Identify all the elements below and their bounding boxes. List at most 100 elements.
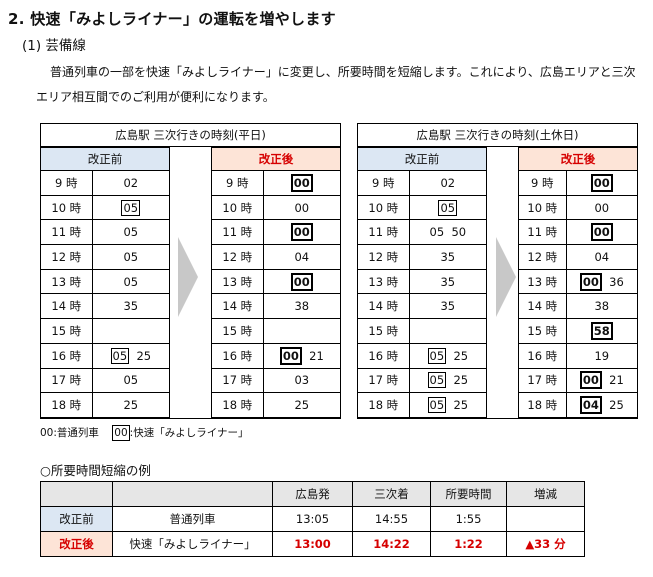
timetable-row: 15 時: [40, 318, 171, 344]
minutes-cell: 04: [262, 244, 342, 270]
hour-cell: 9 時: [357, 170, 410, 196]
local-departure-minute: 03: [294, 373, 310, 388]
hour-cell: 13 時: [40, 268, 93, 295]
comparison-header-cell: [112, 481, 273, 507]
weekday-before-table: 改正前 9 時 02 10 時 05 11 時 05 12 時 05 13 時 05 14 時 35 1…: [40, 147, 171, 418]
local-departure-minute: 35: [440, 249, 456, 264]
minutes-cell: 05: [91, 367, 171, 394]
hour-cell: 13 時: [357, 268, 410, 295]
local-departure-minute: 35: [440, 274, 456, 289]
local-departure-minute: 02: [123, 175, 139, 190]
timetable-row: 18 時 25: [211, 392, 342, 418]
hour-cell: 17 時: [211, 367, 264, 394]
holiday-after-table: 改正後 9 時 00 10 時 00 11 時 00 12 時 04 13 時 00 36 14 時…: [518, 147, 639, 418]
minutes-cell: 05: [91, 219, 171, 246]
hour-cell: 9 時: [518, 170, 567, 196]
minutes-cell: 04 25: [565, 392, 639, 418]
holiday-title: 広島駅 三次行きの時刻(土休日): [357, 123, 638, 147]
hour-cell: 11 時: [357, 219, 410, 246]
minutes-cell: 05 25: [408, 392, 488, 418]
legend-rapid-text: :快速「みよしライナー」: [129, 427, 249, 439]
rapid-departure-minute: 05: [438, 199, 458, 216]
comparison-row-before: 改正前 普通列車 13:05 14:55 1:55: [40, 506, 585, 532]
weekday-after-label: 改正後: [211, 147, 341, 171]
rapid-departure-minute: 00: [290, 223, 313, 242]
timetable-row: 18 時 25: [40, 392, 171, 418]
comparison-header-cell: 増減: [506, 481, 585, 507]
timetable-row: 9 時 02: [40, 170, 171, 196]
local-departure-minute: 50: [451, 225, 467, 240]
local-departure-minute: 04: [594, 249, 610, 264]
minutes-cell: 05: [91, 268, 171, 295]
legend-rapid-code: 00: [112, 425, 130, 441]
timetable-row: 14 時 35: [357, 293, 488, 320]
timetable-row: 16 時 19: [518, 342, 639, 369]
hour-cell: 16 時: [40, 342, 93, 369]
local-departure-minute: 05: [429, 225, 445, 240]
rapid-departure-minute: 00: [290, 173, 313, 192]
minutes-cell: 05: [91, 194, 171, 221]
hour-cell: 12 時: [357, 244, 410, 270]
minutes-cell: 35: [408, 244, 488, 270]
local-departure-minute: 00: [294, 200, 310, 215]
hour-cell: 16 時: [518, 342, 567, 369]
timetable-row: 9 時 02: [357, 170, 488, 196]
timetable-row: 13 時 05: [40, 268, 171, 295]
timetable-row: 13 時 00: [211, 268, 342, 295]
local-departure-minute: 25: [453, 398, 469, 413]
minutes-cell: 00: [262, 268, 342, 295]
timetable-row: 18 時 05 25: [357, 392, 488, 418]
minutes-cell: 04: [565, 244, 639, 270]
comparison-departure: 13:00: [272, 531, 353, 557]
hour-cell: 14 時: [211, 293, 264, 320]
minutes-cell: 35: [91, 293, 171, 320]
timetable-row: 15 時: [211, 318, 342, 344]
timetable-row: 14 時 35: [40, 293, 171, 320]
minutes-cell: 00: [565, 194, 639, 221]
hour-cell: 10 時: [518, 194, 567, 221]
local-departure-minute: 35: [123, 299, 139, 314]
rapid-departure-minute: 00: [590, 173, 613, 192]
rapid-departure-minute: 05: [427, 347, 447, 364]
comparison-diff: [506, 506, 585, 532]
hour-cell: 9 時: [211, 170, 264, 196]
timetable-row: 10 時 05: [357, 194, 488, 221]
local-departure-minute: 25: [453, 348, 469, 363]
rapid-departure-minute: 00: [579, 371, 602, 390]
comparison-duration: 1:22: [430, 531, 507, 557]
local-departure-minute: 05: [123, 249, 139, 264]
comparison-duration: 1:55: [430, 506, 507, 532]
hour-cell: 12 時: [40, 244, 93, 270]
hour-cell: 18 時: [518, 392, 567, 418]
hour-cell: 18 時: [211, 392, 264, 418]
minutes-cell: 00 21: [262, 342, 342, 369]
local-departure-minute: 25: [136, 348, 152, 363]
hour-cell: 10 時: [40, 194, 93, 221]
timetable-row: 13 時 35: [357, 268, 488, 295]
hour-cell: 10 時: [211, 194, 264, 221]
comparison-departure: 13:05: [272, 506, 353, 532]
timetable-row: 9 時 00: [211, 170, 342, 196]
timetable-title-table: 広島駅 三次行きの時刻(平日): [40, 123, 341, 147]
minutes-cell: 00: [262, 219, 342, 246]
local-departure-minute: 21: [609, 373, 624, 388]
timetable-row: 15 時: [357, 318, 488, 344]
minutes-cell: 05: [91, 244, 171, 270]
hour-cell: 15 時: [211, 318, 264, 344]
hour-cell: 16 時: [357, 342, 410, 369]
timetable-row: 11 時 00: [211, 219, 342, 246]
minutes-cell: 38: [262, 293, 342, 320]
minutes-cell: 00 36: [565, 268, 639, 295]
rapid-departure-minute: 00: [290, 272, 313, 291]
local-departure-minute: 25: [453, 373, 469, 388]
timetable-row: 11 時 05 50: [357, 219, 488, 246]
timetable-row: 17 時 05: [40, 367, 171, 394]
comparison-label: 改正後: [40, 531, 113, 557]
hour-cell: 11 時: [40, 219, 93, 246]
timetable-row: 12 時 05: [40, 244, 171, 270]
local-departure-minute: 04: [294, 249, 310, 264]
minutes-cell: [408, 318, 488, 344]
minutes-cell: 35: [408, 268, 488, 295]
minutes-cell: 02: [408, 170, 488, 196]
comparison-row-after: 改正後 快速「みよしライナー」 13:00 14:22 1:22 ▲33 分: [40, 531, 585, 557]
